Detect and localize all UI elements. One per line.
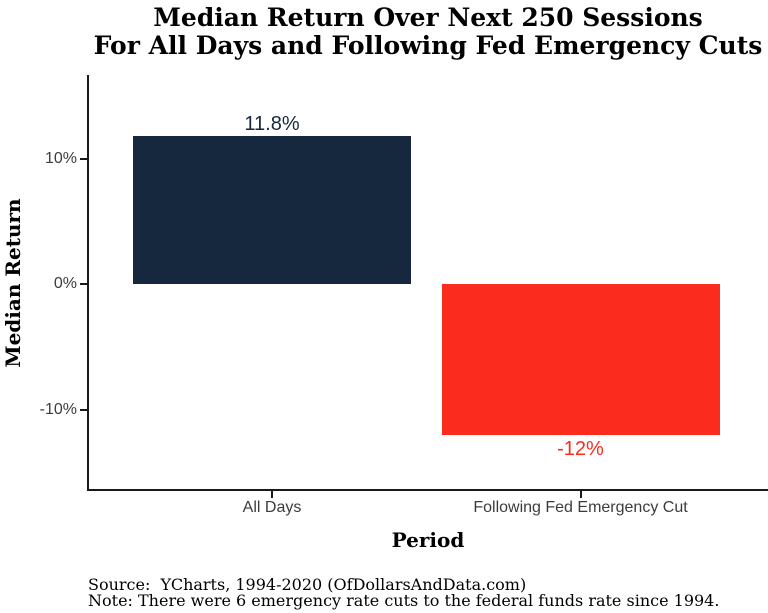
y-tick-mark--10pct — [80, 408, 87, 411]
x-tick-mark-following-fed-emergency-cut — [579, 491, 582, 498]
bar-value-label-following-fed-emergency-cut: -12% — [557, 437, 604, 460]
y-axis-line — [87, 75, 89, 491]
y-tick-label: 0% — [53, 275, 77, 292]
chart-title-line2: For All Days and Following Fed Emergency… — [93, 31, 763, 60]
y-tick-mark-0pct — [80, 283, 87, 285]
y-tick-mark-10pct — [80, 157, 87, 160]
chart-title-line1: Median Return Over Next 250 Sessions — [153, 3, 703, 32]
x-axis-title: Period — [391, 528, 465, 552]
bar-following-fed-emergency-cut — [441, 284, 720, 435]
chart-title: Median Return Over Next 250 Sessions For… — [88, 4, 768, 60]
footer-note-line: Note: There were 6 emergency rate cuts t… — [88, 591, 720, 610]
y-axis-title: Median Return — [1, 198, 25, 368]
x-tick-label-following-fed-emergency-cut: Following Fed Emergency Cut — [473, 499, 688, 516]
bar-all-days — [133, 135, 411, 284]
footer-source-line: Source: YCharts, 1994-2020 (OfDollarsAnd… — [88, 575, 527, 594]
y-tick-label: -10% — [39, 400, 77, 418]
bar-value-label-all-days: 11.8% — [244, 112, 300, 135]
x-tick-label-all-days: All Days — [242, 499, 302, 516]
y-tick-label: 10% — [44, 149, 77, 167]
x-axis-line — [87, 489, 768, 491]
x-tick-mark-all-days — [271, 491, 273, 498]
